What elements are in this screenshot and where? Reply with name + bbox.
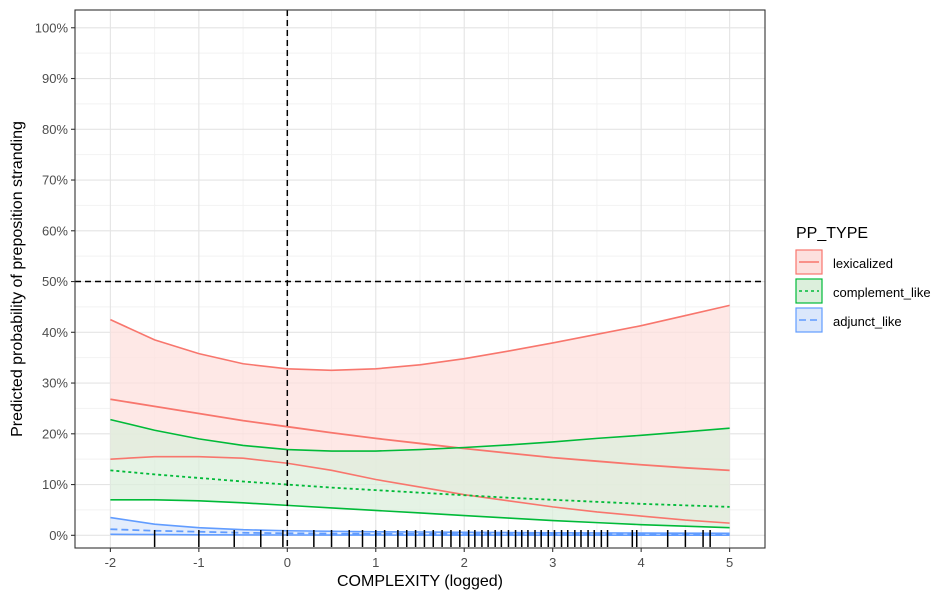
x-tick-label: -1: [193, 555, 205, 570]
x-tick-label: 1: [372, 555, 379, 570]
y-tick-label: 60%: [42, 223, 68, 238]
legend-title: PP_TYPE: [796, 225, 868, 242]
y-tick-label: 10%: [42, 477, 68, 492]
y-tick-label: 50%: [42, 274, 68, 289]
y-tick-label: 40%: [42, 325, 68, 340]
x-tick-label: 3: [549, 555, 556, 570]
legend-label-complement-like: complement_like: [833, 285, 931, 300]
band-complement-like: [110, 419, 730, 528]
lower-lexicalized: [110, 455, 730, 524]
y-tick-label: 30%: [42, 376, 68, 391]
line-complement-like: [110, 469, 730, 508]
y-tick-label: 90%: [42, 71, 68, 86]
legend-keys: [795, 249, 823, 333]
y-tick-label: 80%: [42, 122, 68, 137]
y-tick-label: 100%: [35, 20, 69, 35]
legend-label-lexicalized: lexicalized: [833, 256, 893, 271]
legend-label-adjunct-like: adjunct_like: [833, 314, 902, 329]
reference-lines: [75, 10, 765, 548]
y-tick-label: 0%: [49, 528, 68, 543]
y-tick-label: 20%: [42, 426, 68, 441]
y-axis-title: Predicted probability of preposition str…: [9, 121, 26, 437]
x-tick-label: 2: [461, 555, 468, 570]
x-tick-label: -2: [105, 555, 117, 570]
upper-adjunct-like: [110, 516, 730, 535]
rug-marks: [153, 530, 711, 547]
series-lines: [110, 304, 730, 537]
x-tick-label: 4: [638, 555, 645, 570]
y-tick-label: 70%: [42, 173, 68, 188]
line-adjunct-like: [110, 528, 730, 536]
upper-complement-like: [110, 418, 730, 452]
plot-panel-border: [74, 9, 766, 549]
line-lexicalized: [110, 398, 730, 472]
y-axis: 0% 10% 20% 30% 40% 50% 60% 70% 80% 90% 100%: [35, 20, 75, 543]
x-axis: -2 -1 0 1 2 3 4 5: [105, 548, 733, 570]
x-tick-label: 5: [726, 555, 733, 570]
lower-adjunct-like: [110, 533, 730, 537]
upper-lexicalized: [110, 304, 730, 372]
x-axis-title: COMPLEXITY (logged): [337, 573, 503, 590]
x-tick-label: 0: [284, 555, 291, 570]
lower-complement-like: [110, 498, 730, 529]
legend: PP_TYPE lexicalized complement_like adju…: [795, 225, 931, 333]
